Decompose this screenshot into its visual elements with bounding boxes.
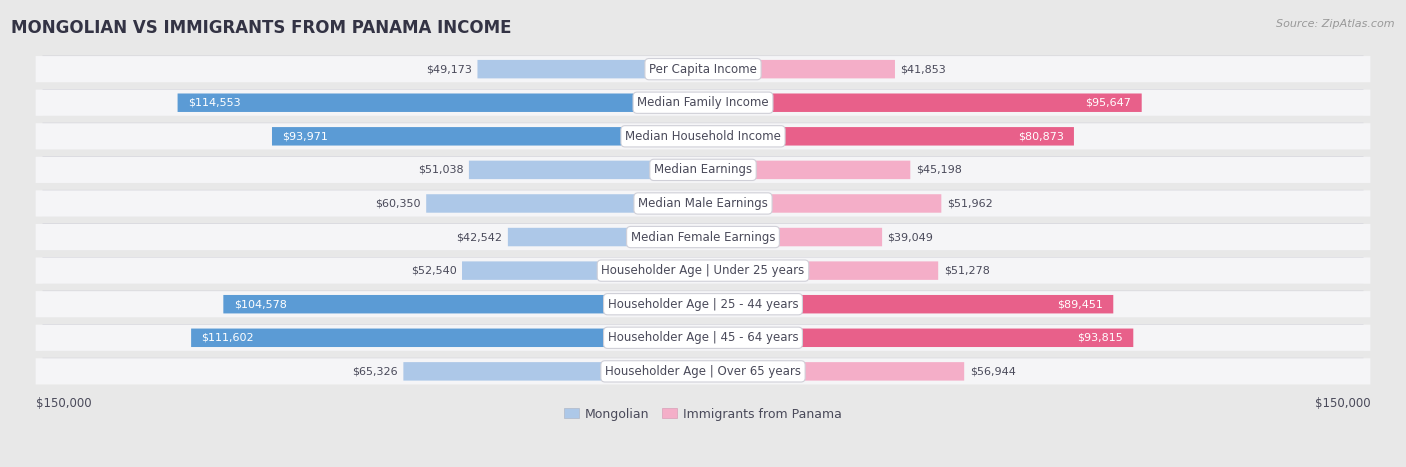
FancyBboxPatch shape <box>703 60 896 78</box>
FancyBboxPatch shape <box>42 123 1364 149</box>
FancyBboxPatch shape <box>42 156 1364 183</box>
Text: $52,540: $52,540 <box>411 266 457 276</box>
Text: Median Female Earnings: Median Female Earnings <box>631 231 775 244</box>
FancyBboxPatch shape <box>703 194 942 212</box>
FancyBboxPatch shape <box>35 257 1371 284</box>
Text: $80,873: $80,873 <box>1018 131 1063 142</box>
Text: $42,542: $42,542 <box>457 232 502 242</box>
Text: Median Male Earnings: Median Male Earnings <box>638 197 768 210</box>
Text: $51,038: $51,038 <box>418 165 464 175</box>
Text: $150,000: $150,000 <box>1315 396 1371 410</box>
FancyBboxPatch shape <box>271 127 703 146</box>
Text: $51,278: $51,278 <box>943 266 990 276</box>
FancyBboxPatch shape <box>703 362 965 381</box>
FancyBboxPatch shape <box>35 157 1371 183</box>
FancyBboxPatch shape <box>35 325 1371 351</box>
Text: $95,647: $95,647 <box>1085 98 1132 108</box>
FancyBboxPatch shape <box>470 161 703 179</box>
FancyBboxPatch shape <box>35 123 1371 149</box>
FancyBboxPatch shape <box>703 329 1133 347</box>
Text: Median Earnings: Median Earnings <box>654 163 752 177</box>
FancyBboxPatch shape <box>508 228 703 246</box>
Text: Per Capita Income: Per Capita Income <box>650 63 756 76</box>
FancyBboxPatch shape <box>35 224 1371 250</box>
Text: $56,944: $56,944 <box>970 367 1015 376</box>
FancyBboxPatch shape <box>191 329 703 347</box>
FancyBboxPatch shape <box>42 89 1364 115</box>
FancyBboxPatch shape <box>177 93 703 112</box>
Text: Householder Age | 45 - 64 years: Householder Age | 45 - 64 years <box>607 331 799 344</box>
Text: $93,815: $93,815 <box>1077 333 1123 343</box>
FancyBboxPatch shape <box>35 56 1371 82</box>
Text: $93,971: $93,971 <box>283 131 328 142</box>
Text: $45,198: $45,198 <box>915 165 962 175</box>
Text: $111,602: $111,602 <box>201 333 254 343</box>
FancyBboxPatch shape <box>703 161 910 179</box>
Text: $39,049: $39,049 <box>887 232 934 242</box>
FancyBboxPatch shape <box>703 295 1114 313</box>
FancyBboxPatch shape <box>42 223 1364 250</box>
Text: $150,000: $150,000 <box>35 396 91 410</box>
FancyBboxPatch shape <box>478 60 703 78</box>
Text: Householder Age | Over 65 years: Householder Age | Over 65 years <box>605 365 801 378</box>
FancyBboxPatch shape <box>42 190 1364 216</box>
Legend: Mongolian, Immigrants from Panama: Mongolian, Immigrants from Panama <box>558 403 848 425</box>
FancyBboxPatch shape <box>42 56 1364 82</box>
Text: Median Family Income: Median Family Income <box>637 96 769 109</box>
FancyBboxPatch shape <box>42 324 1364 350</box>
FancyBboxPatch shape <box>42 358 1364 384</box>
FancyBboxPatch shape <box>42 257 1364 283</box>
FancyBboxPatch shape <box>703 262 938 280</box>
FancyBboxPatch shape <box>463 262 703 280</box>
Text: MONGOLIAN VS IMMIGRANTS FROM PANAMA INCOME: MONGOLIAN VS IMMIGRANTS FROM PANAMA INCO… <box>11 19 512 37</box>
Text: $51,962: $51,962 <box>946 198 993 208</box>
FancyBboxPatch shape <box>224 295 703 313</box>
Text: Householder Age | Under 25 years: Householder Age | Under 25 years <box>602 264 804 277</box>
FancyBboxPatch shape <box>703 93 1142 112</box>
Text: $60,350: $60,350 <box>375 198 420 208</box>
Text: $104,578: $104,578 <box>233 299 287 309</box>
FancyBboxPatch shape <box>35 358 1371 384</box>
FancyBboxPatch shape <box>703 127 1074 146</box>
Text: $89,451: $89,451 <box>1057 299 1102 309</box>
FancyBboxPatch shape <box>426 194 703 212</box>
Text: $41,853: $41,853 <box>900 64 946 74</box>
Text: $49,173: $49,173 <box>426 64 472 74</box>
FancyBboxPatch shape <box>42 290 1364 317</box>
FancyBboxPatch shape <box>703 228 882 246</box>
Text: Householder Age | 25 - 44 years: Householder Age | 25 - 44 years <box>607 297 799 311</box>
Text: $114,553: $114,553 <box>188 98 240 108</box>
Text: $65,326: $65,326 <box>353 367 398 376</box>
FancyBboxPatch shape <box>35 90 1371 116</box>
FancyBboxPatch shape <box>35 191 1371 217</box>
Text: Source: ZipAtlas.com: Source: ZipAtlas.com <box>1277 19 1395 28</box>
Text: Median Household Income: Median Household Income <box>626 130 780 143</box>
FancyBboxPatch shape <box>404 362 703 381</box>
FancyBboxPatch shape <box>35 291 1371 317</box>
